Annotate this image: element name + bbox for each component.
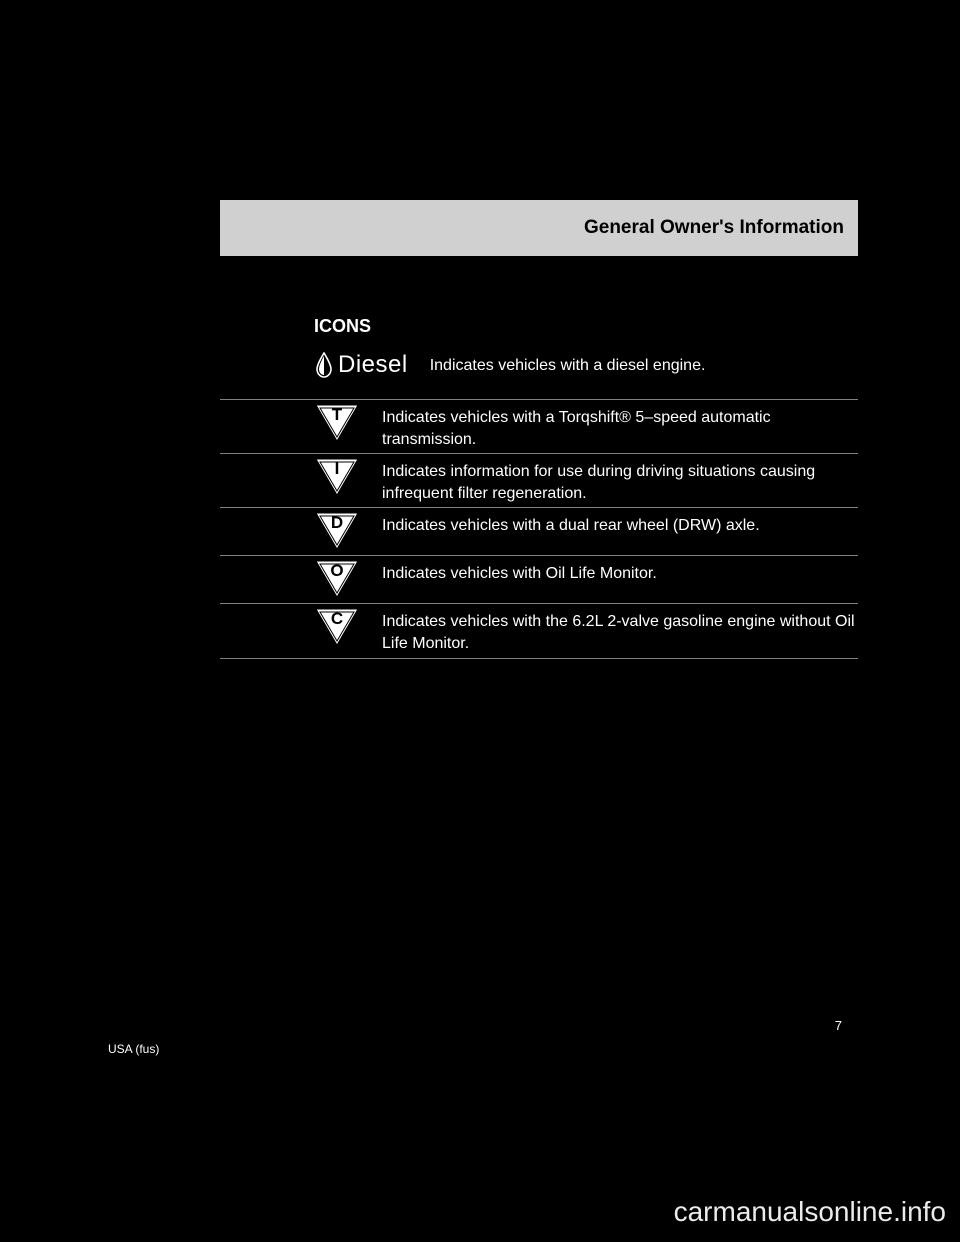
page-number: 7 [835,1018,842,1033]
icon-row-diesel: Diesel Indicates vehicles with a diesel … [220,351,858,399]
triangle-icon-c: C [314,607,360,647]
triangle-letter: D [331,513,343,533]
icon-row-o: O Indicates vehicles with Oil Life Monit… [220,555,858,603]
triangle-icon-d: D [314,511,360,551]
page-content: General Owner's Information ICONS Diesel… [220,200,858,659]
watermark: carmanualsonline.info [674,1196,946,1228]
triangle-letter: C [331,609,343,629]
section-title: ICONS [220,316,858,337]
triangle-letter: I [335,459,340,479]
icon-description: Indicates vehicles with the 6.2L 2-valve… [360,607,858,654]
icon-row-t: T Indicates vehicles with a Torqshift® 5… [220,399,858,453]
icon-row-i: I Indicates information for use during d… [220,453,858,507]
page-header: General Owner's Information [220,200,858,256]
header-title: General Owner's Information [584,217,844,238]
icon-description: Indicates information for use during dri… [360,457,858,504]
icon-description: Indicates vehicles with a diesel engine. [408,351,858,377]
diesel-label: Diesel [338,351,408,379]
icon-row-d: D Indicates vehicles with a dual rear wh… [220,507,858,555]
diesel-icon: Diesel [314,351,408,379]
triangle-letter: O [330,561,343,581]
triangle-letter: T [332,405,342,425]
triangle-icon-o: O [314,559,360,599]
triangle-icon-i: I [314,457,360,497]
drop-icon [314,352,334,378]
region-text: USA (fus) [108,1042,159,1056]
triangle-icon-t: T [314,403,360,443]
icon-description: Indicates vehicles with Oil Life Monitor… [360,559,858,585]
icon-row-c: C Indicates vehicles with the 6.2L 2-val… [220,603,858,658]
icon-description: Indicates vehicles with a dual rear whee… [360,511,858,537]
icon-description: Indicates vehicles with a Torqshift® 5–s… [360,403,858,450]
